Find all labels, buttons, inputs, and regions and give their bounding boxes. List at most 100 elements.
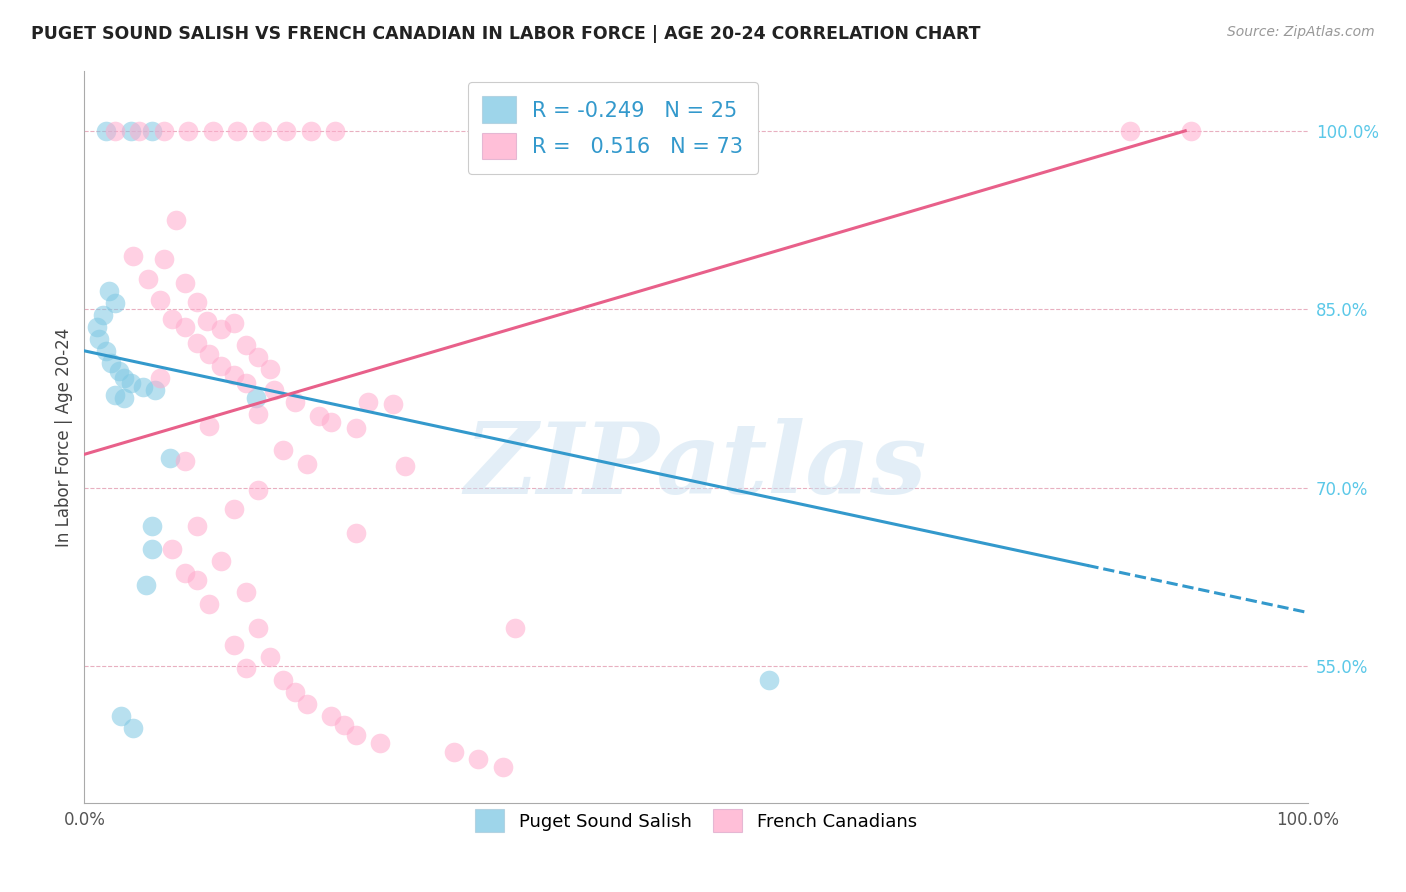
Text: ZIPatlas: ZIPatlas: [465, 418, 927, 515]
Point: [295, 697, 318, 711]
Point: [104, 296, 127, 310]
Y-axis label: In Labor Force | Age 20-24: In Labor Force | Age 20-24: [55, 327, 73, 547]
Point: [247, 407, 270, 421]
Point: [467, 752, 489, 766]
Point: [86, 320, 108, 334]
Point: [112, 392, 135, 406]
Point: [186, 574, 208, 588]
Point: [222, 638, 245, 652]
Point: [443, 745, 465, 759]
Point: [173, 320, 195, 334]
Point: [186, 335, 208, 350]
Point: [186, 518, 208, 533]
Point: [245, 392, 267, 406]
Point: [173, 454, 195, 468]
Point: [247, 483, 270, 497]
Point: [344, 421, 367, 435]
Point: [226, 124, 249, 138]
Point: [308, 409, 330, 424]
Point: [104, 388, 127, 402]
Point: [162, 542, 184, 557]
Point: [177, 124, 200, 138]
Point: [136, 272, 159, 286]
Point: [492, 760, 515, 774]
Point: [198, 418, 221, 433]
Point: [235, 338, 257, 352]
Point: [247, 350, 270, 364]
Point: [209, 554, 232, 568]
Point: [259, 649, 281, 664]
Point: [321, 415, 343, 429]
Point: [344, 525, 367, 540]
Point: [503, 621, 526, 635]
Point: [195, 314, 218, 328]
Point: [97, 285, 120, 299]
Point: [141, 518, 163, 533]
Point: [271, 673, 294, 688]
Point: [222, 368, 245, 382]
Point: [1119, 124, 1142, 138]
Point: [96, 124, 118, 138]
Point: [165, 213, 187, 227]
Point: [104, 124, 127, 138]
Point: [235, 376, 257, 390]
Point: [250, 124, 273, 138]
Point: [323, 124, 346, 138]
Point: [271, 442, 294, 457]
Point: [198, 597, 221, 611]
Legend: Puget Sound Salish, French Canadians: Puget Sound Salish, French Canadians: [467, 800, 925, 841]
Point: [91, 308, 114, 322]
Point: [135, 578, 157, 592]
Point: [141, 542, 163, 557]
Point: [122, 249, 145, 263]
Point: [263, 383, 285, 397]
Point: [162, 311, 184, 326]
Text: Source: ZipAtlas.com: Source: ZipAtlas.com: [1227, 25, 1375, 39]
Point: [235, 661, 257, 675]
Point: [122, 721, 145, 735]
Point: [222, 317, 245, 331]
Point: [173, 276, 195, 290]
Point: [100, 356, 122, 370]
Point: [96, 343, 118, 358]
Point: [235, 585, 257, 599]
Point: [247, 621, 270, 635]
Text: PUGET SOUND SALISH VS FRENCH CANADIAN IN LABOR FORCE | AGE 20-24 CORRELATION CHA: PUGET SOUND SALISH VS FRENCH CANADIAN IN…: [31, 25, 980, 43]
Point: [284, 395, 307, 409]
Point: [112, 371, 135, 385]
Point: [276, 124, 298, 138]
Point: [149, 293, 172, 307]
Point: [201, 124, 224, 138]
Point: [1180, 124, 1202, 138]
Point: [370, 736, 392, 750]
Point: [758, 673, 780, 688]
Point: [141, 124, 163, 138]
Point: [198, 347, 221, 361]
Point: [143, 383, 166, 397]
Point: [295, 457, 318, 471]
Point: [381, 397, 404, 411]
Point: [344, 728, 367, 742]
Point: [222, 502, 245, 516]
Point: [209, 322, 232, 336]
Point: [321, 709, 343, 723]
Point: [149, 371, 172, 385]
Point: [394, 459, 416, 474]
Point: [120, 124, 142, 138]
Point: [209, 359, 232, 374]
Point: [299, 124, 322, 138]
Point: [132, 379, 155, 393]
Point: [357, 395, 380, 409]
Point: [173, 566, 195, 581]
Point: [186, 295, 208, 310]
Point: [128, 124, 150, 138]
Point: [332, 718, 354, 732]
Point: [87, 332, 110, 346]
Point: [259, 361, 281, 376]
Point: [159, 450, 181, 465]
Point: [284, 685, 307, 699]
Point: [153, 252, 176, 267]
Point: [120, 376, 142, 390]
Point: [110, 709, 132, 723]
Point: [153, 124, 176, 138]
